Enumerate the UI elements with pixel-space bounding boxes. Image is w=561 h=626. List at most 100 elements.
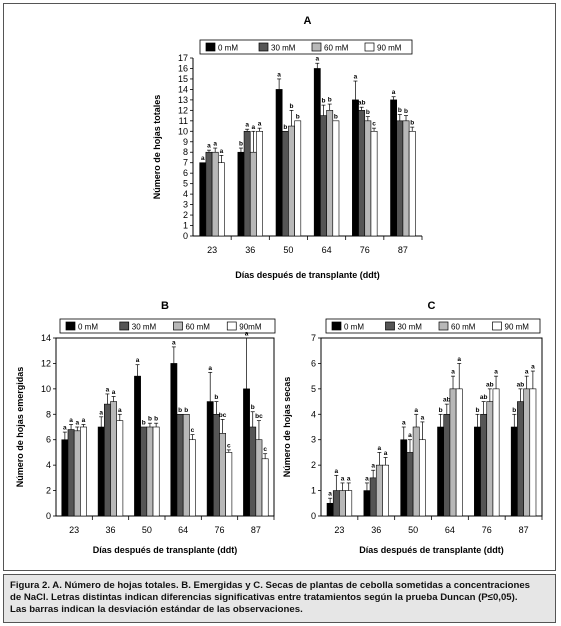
sig-letter-c-3-1: ab	[443, 397, 451, 404]
sig-letter-b-5-2: bc	[255, 413, 263, 420]
sig-letter-a-5-2: b	[404, 108, 408, 115]
y-tick-label-a-8: 8	[183, 147, 188, 157]
legend-swatch-b-3	[226, 321, 237, 331]
x-tick-label-c-1: 36	[371, 525, 381, 535]
sig-letter-a-1-3: a	[258, 121, 262, 128]
legend-swatch-c-2	[438, 321, 449, 331]
sig-letter-b-1-2: a	[112, 389, 116, 396]
y-tick-label-b-0: 0	[46, 511, 51, 521]
bar-c-4-1	[480, 413, 488, 517]
sig-letter-b-4-1: b	[214, 394, 218, 401]
bar-b-1-0	[97, 426, 105, 517]
y-tick-label-a-0: 0	[183, 231, 188, 241]
sig-letter-c-0-0: a	[328, 491, 332, 498]
bar-c-2-0	[400, 439, 408, 517]
sig-letter-a-2-1: b	[283, 124, 287, 131]
x-tick-label-c-2: 50	[408, 525, 418, 535]
y-tick-label-a-10: 10	[178, 126, 188, 136]
sig-letter-b-4-2: bc	[219, 412, 227, 419]
sig-letter-b-3-1: b	[178, 407, 182, 414]
sig-letter-c-4-0: b	[475, 407, 479, 414]
y-axis-label-a: Número de hojas totales	[152, 95, 162, 200]
y-tick-label-b-6: 12	[41, 358, 51, 368]
sig-letter-c-4-3: a	[494, 369, 498, 376]
bar-a-4-0	[352, 99, 359, 237]
sig-letter-c-1-3: a	[384, 450, 388, 457]
y-tick-label-b-2: 4	[46, 460, 51, 470]
caption-line-2: de NaCl. Letras distintas indican difere…	[10, 592, 518, 603]
bar-c-1-0	[363, 490, 371, 517]
x-tick-label-b-1: 36	[105, 525, 115, 535]
legend-label-b-0: 0 mM	[78, 323, 98, 332]
sig-letter-a-2-0: a	[277, 71, 281, 78]
bar-c-4-0	[474, 426, 481, 517]
sig-letter-b-3-3: c	[191, 427, 195, 434]
x-tick-label-b-4: 76	[214, 525, 224, 535]
y-tick-label-c-4: 4	[311, 409, 316, 419]
bar-a-3-1	[320, 115, 327, 237]
bar-a-2-3	[294, 120, 302, 237]
bar-b-4-1	[213, 413, 220, 517]
sig-letter-c-0-1: a	[335, 468, 339, 475]
y-tick-label-c-7: 7	[311, 333, 316, 343]
bar-c-3-2	[449, 388, 457, 517]
y-tick-label-a-17: 17	[178, 53, 188, 63]
bar-b-5-0	[243, 388, 250, 517]
sig-letter-b-2-0: a	[136, 357, 140, 364]
x-tick-label-c-3: 64	[445, 525, 455, 535]
bar-c-1-2	[375, 464, 383, 517]
sig-letter-a-4-2: b	[366, 109, 370, 116]
sig-letter-b-4-3: c	[227, 442, 231, 449]
y-tick-label-c-3: 3	[311, 435, 316, 445]
x-tick-label-b-5: 87	[251, 525, 261, 535]
sig-letter-a-2-2: b	[290, 103, 294, 110]
legend-label-b-2: 60 mM	[186, 323, 211, 332]
sig-letter-c-3-0: b	[439, 407, 443, 414]
panel-label-c: C	[428, 300, 436, 312]
caption-box	[3, 574, 556, 623]
sig-letter-a-3-3: b	[334, 113, 338, 120]
legend-box-b	[59, 318, 276, 334]
sig-letter-b-3-2: b	[184, 407, 188, 414]
sig-letter-c-5-0: b	[512, 407, 516, 414]
legend-box-a	[199, 39, 413, 55]
legend-swatch-b-2	[173, 321, 183, 331]
bar-a-4-2	[364, 120, 372, 237]
sig-letter-c-2-3: a	[421, 414, 425, 421]
x-tick-label-a-1: 36	[245, 245, 255, 255]
bar-a-5-1	[396, 120, 404, 237]
bar-a-3-2	[326, 110, 334, 237]
bar-b-0-0	[61, 439, 69, 517]
legend-label-a-3: 90 mM	[377, 44, 402, 53]
sig-letter-c-1-2: a	[378, 445, 382, 452]
sig-letter-c-1-0: a	[365, 475, 369, 482]
sig-letter-b-0-0: a	[63, 425, 67, 432]
bar-b-3-3	[189, 439, 196, 517]
bar-b-0-1	[67, 429, 75, 517]
plot-frame-c	[320, 337, 543, 517]
x-tick-label-c-5: 87	[519, 525, 529, 535]
bar-b-2-2	[146, 426, 154, 517]
bar-c-0-2	[339, 490, 346, 517]
sig-letter-a-4-1: ab	[358, 100, 366, 107]
bar-b-2-1	[140, 426, 148, 517]
sig-letter-b-0-2: a	[75, 420, 79, 427]
bar-b-2-3	[152, 426, 160, 517]
bar-c-2-2	[412, 426, 420, 517]
bar-a-0-3	[217, 162, 225, 237]
bar-b-3-1	[176, 413, 184, 517]
x-axis-label-b: Días después de transplante (ddt)	[93, 545, 238, 555]
sig-letter-c-2-0: a	[402, 420, 406, 427]
sig-letter-a-3-0: a	[315, 56, 319, 63]
bar-a-3-3	[332, 120, 340, 237]
caption-line-1: Figura 2. A. Número de hojas totales. B.…	[10, 580, 531, 591]
y-tick-label-b-7: 14	[41, 333, 51, 343]
bar-b-5-3	[261, 458, 269, 517]
bar-b-1-3	[116, 420, 124, 517]
y-tick-label-a-15: 15	[178, 74, 188, 84]
sig-letter-a-5-1: b	[398, 107, 402, 114]
sig-letter-b-0-3: a	[82, 417, 86, 424]
bar-a-0-0	[199, 162, 207, 237]
legend-label-a-1: 30 mM	[271, 44, 296, 53]
legend-swatch-a-0	[205, 42, 216, 52]
